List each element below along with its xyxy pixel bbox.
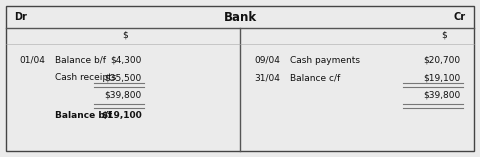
Text: Cr: Cr (454, 12, 466, 22)
Text: 31/04: 31/04 (254, 73, 280, 82)
Text: $20,700: $20,700 (424, 56, 461, 65)
FancyBboxPatch shape (6, 6, 474, 151)
Text: Cash payments: Cash payments (290, 56, 360, 65)
Text: $: $ (442, 30, 447, 39)
Text: $39,800: $39,800 (423, 90, 461, 100)
Text: $35,500: $35,500 (104, 73, 142, 82)
Text: 01/04: 01/04 (19, 56, 45, 65)
Text: Balance b/f: Balance b/f (55, 111, 112, 120)
Text: $39,800: $39,800 (104, 90, 142, 100)
Text: $: $ (122, 30, 128, 39)
Text: $4,300: $4,300 (110, 56, 142, 65)
Text: Balance b/f: Balance b/f (55, 56, 106, 65)
Text: Bank: Bank (223, 11, 257, 24)
Text: Balance c/f: Balance c/f (290, 73, 341, 82)
Text: 09/04: 09/04 (254, 56, 280, 65)
Text: $19,100: $19,100 (101, 111, 142, 120)
Text: Cash receipts: Cash receipts (55, 73, 117, 82)
Text: $19,100: $19,100 (423, 73, 461, 82)
Text: Dr: Dr (14, 12, 27, 22)
